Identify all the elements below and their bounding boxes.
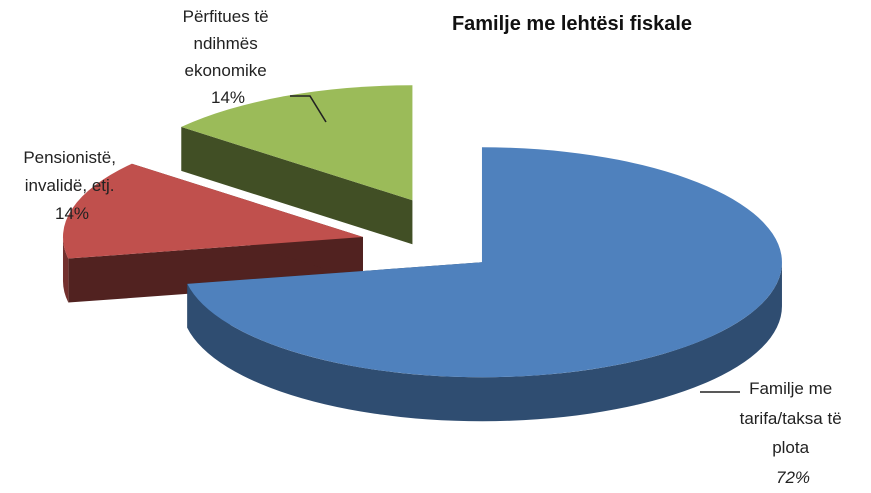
label-slice-3: Përfitues të ndihmës ekonomike 14% (183, 7, 274, 107)
leader-line-slice-3 (290, 95, 327, 123)
pie-slice-3-side-1 (181, 126, 413, 245)
pie-slice-1 (187, 147, 782, 422)
label-slice-2-line-1: Pensionistë, (23, 148, 116, 167)
pie-slice-1-top (187, 147, 782, 378)
label-slice-1-line-2: tarifa/taksa të (740, 409, 842, 428)
pie-slice-1-rim (187, 262, 782, 422)
chart-title: Familje me lehtësi fiskale (452, 13, 692, 35)
label-slice-3-line-2: ndihmës (194, 34, 258, 53)
label-slice-1-line-1: Familje me (749, 379, 832, 398)
pie-slice-2-rim (62, 237, 69, 303)
label-slice-1: Familje me tarifa/taksa të plota 72% (740, 379, 847, 487)
label-slice-1-line-3: plota (772, 438, 809, 457)
label-slice-1-percent: 72% (776, 468, 810, 487)
label-slice-3-percent: 14% (211, 88, 245, 107)
label-slice-3-line-1: Përfitues të (183, 7, 269, 26)
label-slice-2-line-2: invalidë, etj. (25, 176, 115, 195)
pie-slice-2-top (62, 163, 363, 259)
slices-layer (62, 85, 782, 422)
label-slice-3-line-3: ekonomike (185, 61, 267, 80)
label-slice-2-percent: 14% (55, 204, 89, 223)
pie-slice-3 (181, 85, 413, 245)
label-slice-2: Pensionistë, invalidë, etj. 14% (23, 148, 120, 223)
pie-slice-3-top (181, 85, 413, 201)
